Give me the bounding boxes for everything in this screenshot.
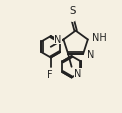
Text: N: N <box>87 49 95 59</box>
Text: S: S <box>69 6 75 16</box>
Text: N: N <box>87 49 95 59</box>
Text: F: F <box>47 70 53 80</box>
Text: N: N <box>54 35 62 45</box>
Text: N: N <box>74 68 81 78</box>
Text: N: N <box>74 68 81 78</box>
Text: N: N <box>54 35 62 45</box>
Text: S: S <box>69 6 75 16</box>
Text: NH: NH <box>92 33 107 43</box>
Text: F: F <box>47 70 53 80</box>
Text: NH: NH <box>92 33 107 43</box>
